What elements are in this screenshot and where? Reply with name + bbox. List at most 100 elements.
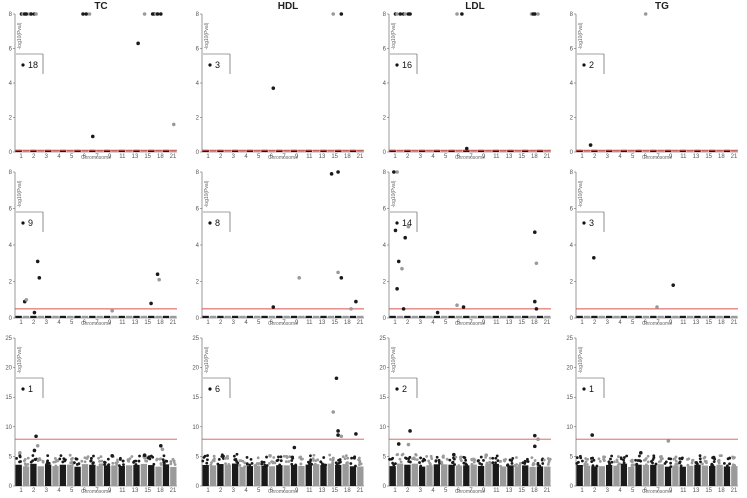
significant-snp-point <box>403 12 408 16</box>
y-tick-label: 20 <box>566 366 573 372</box>
snp-point <box>309 454 312 458</box>
x-tick-label: 9 <box>295 320 299 326</box>
snp-band <box>327 149 335 152</box>
snp-point <box>622 458 626 462</box>
snp-band <box>628 466 635 486</box>
x-tick-label: 5 <box>444 154 448 160</box>
snp-band <box>327 315 335 318</box>
panel: 0 2 4 6 8 -log10(Pval) 1 2 3 4 5 6 7 9 11 13 15 18 21 Chrom… <box>570 170 738 327</box>
snp-point <box>399 460 403 464</box>
snp-point <box>307 460 310 464</box>
snp-point <box>470 462 474 466</box>
x-tick-label: 4 <box>431 154 435 160</box>
x-tick-label: 21 <box>731 488 738 494</box>
snp-band <box>312 464 320 486</box>
snp-point <box>173 463 177 466</box>
significant-snp-point <box>393 228 398 233</box>
x-axis-label: Chromosome <box>268 155 298 161</box>
snp-band <box>544 315 551 318</box>
snp-band <box>536 315 544 318</box>
snp-band <box>657 464 664 486</box>
snp-band <box>492 463 499 486</box>
y-tick-label: 8 <box>570 12 574 18</box>
snp-point <box>720 454 723 458</box>
legend-count: 8 <box>215 218 220 228</box>
significant-snp-point <box>84 12 89 16</box>
snp-point <box>299 455 303 459</box>
snp-band <box>335 315 342 318</box>
y-tick-label: 0 <box>9 484 13 490</box>
snp-band <box>485 463 492 486</box>
snp-point <box>453 463 456 466</box>
significant-snp-point <box>533 230 537 235</box>
snp-band <box>591 149 598 152</box>
snp-band <box>605 464 613 486</box>
snp-point <box>421 459 425 463</box>
snp-band <box>642 315 650 318</box>
snp-point <box>83 456 87 460</box>
snp-point <box>518 461 522 465</box>
snp-band <box>701 315 709 318</box>
snp-point <box>634 458 637 462</box>
snp-band <box>140 463 148 486</box>
snp-band <box>507 149 514 152</box>
x-tick-label: 21 <box>357 488 364 494</box>
snp-band <box>125 149 133 152</box>
snp-band <box>716 464 723 486</box>
significant-snp-point <box>336 270 340 275</box>
snp-band <box>276 149 283 152</box>
column-title: TC <box>94 1 107 12</box>
snp-point <box>472 460 476 464</box>
significant-snp-point <box>271 86 276 90</box>
snp-band <box>470 464 477 486</box>
legend-count: 9 <box>28 218 33 228</box>
y-axis-label: -log10(Pval) <box>578 22 584 49</box>
x-tick-label: 18 <box>157 154 164 160</box>
snp-band <box>664 466 672 486</box>
snp-band <box>67 464 74 486</box>
snp-band <box>716 315 723 318</box>
significant-snp-point <box>18 451 22 455</box>
y-tick-label: 25 <box>5 336 12 342</box>
snp-band <box>418 466 426 486</box>
snp-band <box>290 149 298 152</box>
significant-snp-point <box>435 310 440 315</box>
x-tick-label: 18 <box>157 488 164 494</box>
snp-point <box>510 459 514 463</box>
snp-band <box>261 465 268 486</box>
y-tick-label: 25 <box>566 336 573 342</box>
snp-point <box>654 462 658 466</box>
legend-marker <box>395 221 399 225</box>
snp-point <box>265 455 268 459</box>
significant-snp-point <box>334 376 339 381</box>
y-tick-label: 2 <box>570 116 574 122</box>
snp-point <box>506 463 510 467</box>
y-axis-label: -log10(Pval) <box>578 346 584 373</box>
panel: 0 2 4 6 8 -log10(Pval) 1 2 3 4 5 6 7 9 11 13 15 18 21 Chrom… <box>9 170 177 327</box>
x-tick-label: 9 <box>669 154 673 160</box>
significant-snp-point <box>329 172 334 176</box>
x-tick-label: 5 <box>257 154 261 160</box>
x-tick-label: 7 <box>469 320 473 326</box>
snp-point <box>690 461 694 465</box>
snp-point <box>717 459 721 463</box>
snp-band <box>686 315 694 318</box>
x-tick-label: 1 <box>19 320 23 326</box>
significant-snp-point <box>336 170 340 174</box>
snp-band <box>111 465 118 486</box>
significant-snp-point <box>643 12 648 16</box>
x-tick-label: 1 <box>393 320 397 326</box>
snp-point <box>526 460 530 463</box>
y-tick-label: 6 <box>9 47 13 53</box>
snp-point <box>106 457 110 461</box>
snp-point <box>499 464 503 468</box>
snp-band <box>254 465 261 486</box>
snp-point <box>161 458 165 462</box>
snp-band <box>15 149 22 152</box>
snp-band <box>224 149 231 152</box>
snp-point <box>515 456 518 459</box>
significant-snp-point <box>464 146 469 151</box>
snp-band <box>448 464 455 486</box>
snp-point <box>499 459 503 463</box>
snp-band <box>298 149 305 152</box>
